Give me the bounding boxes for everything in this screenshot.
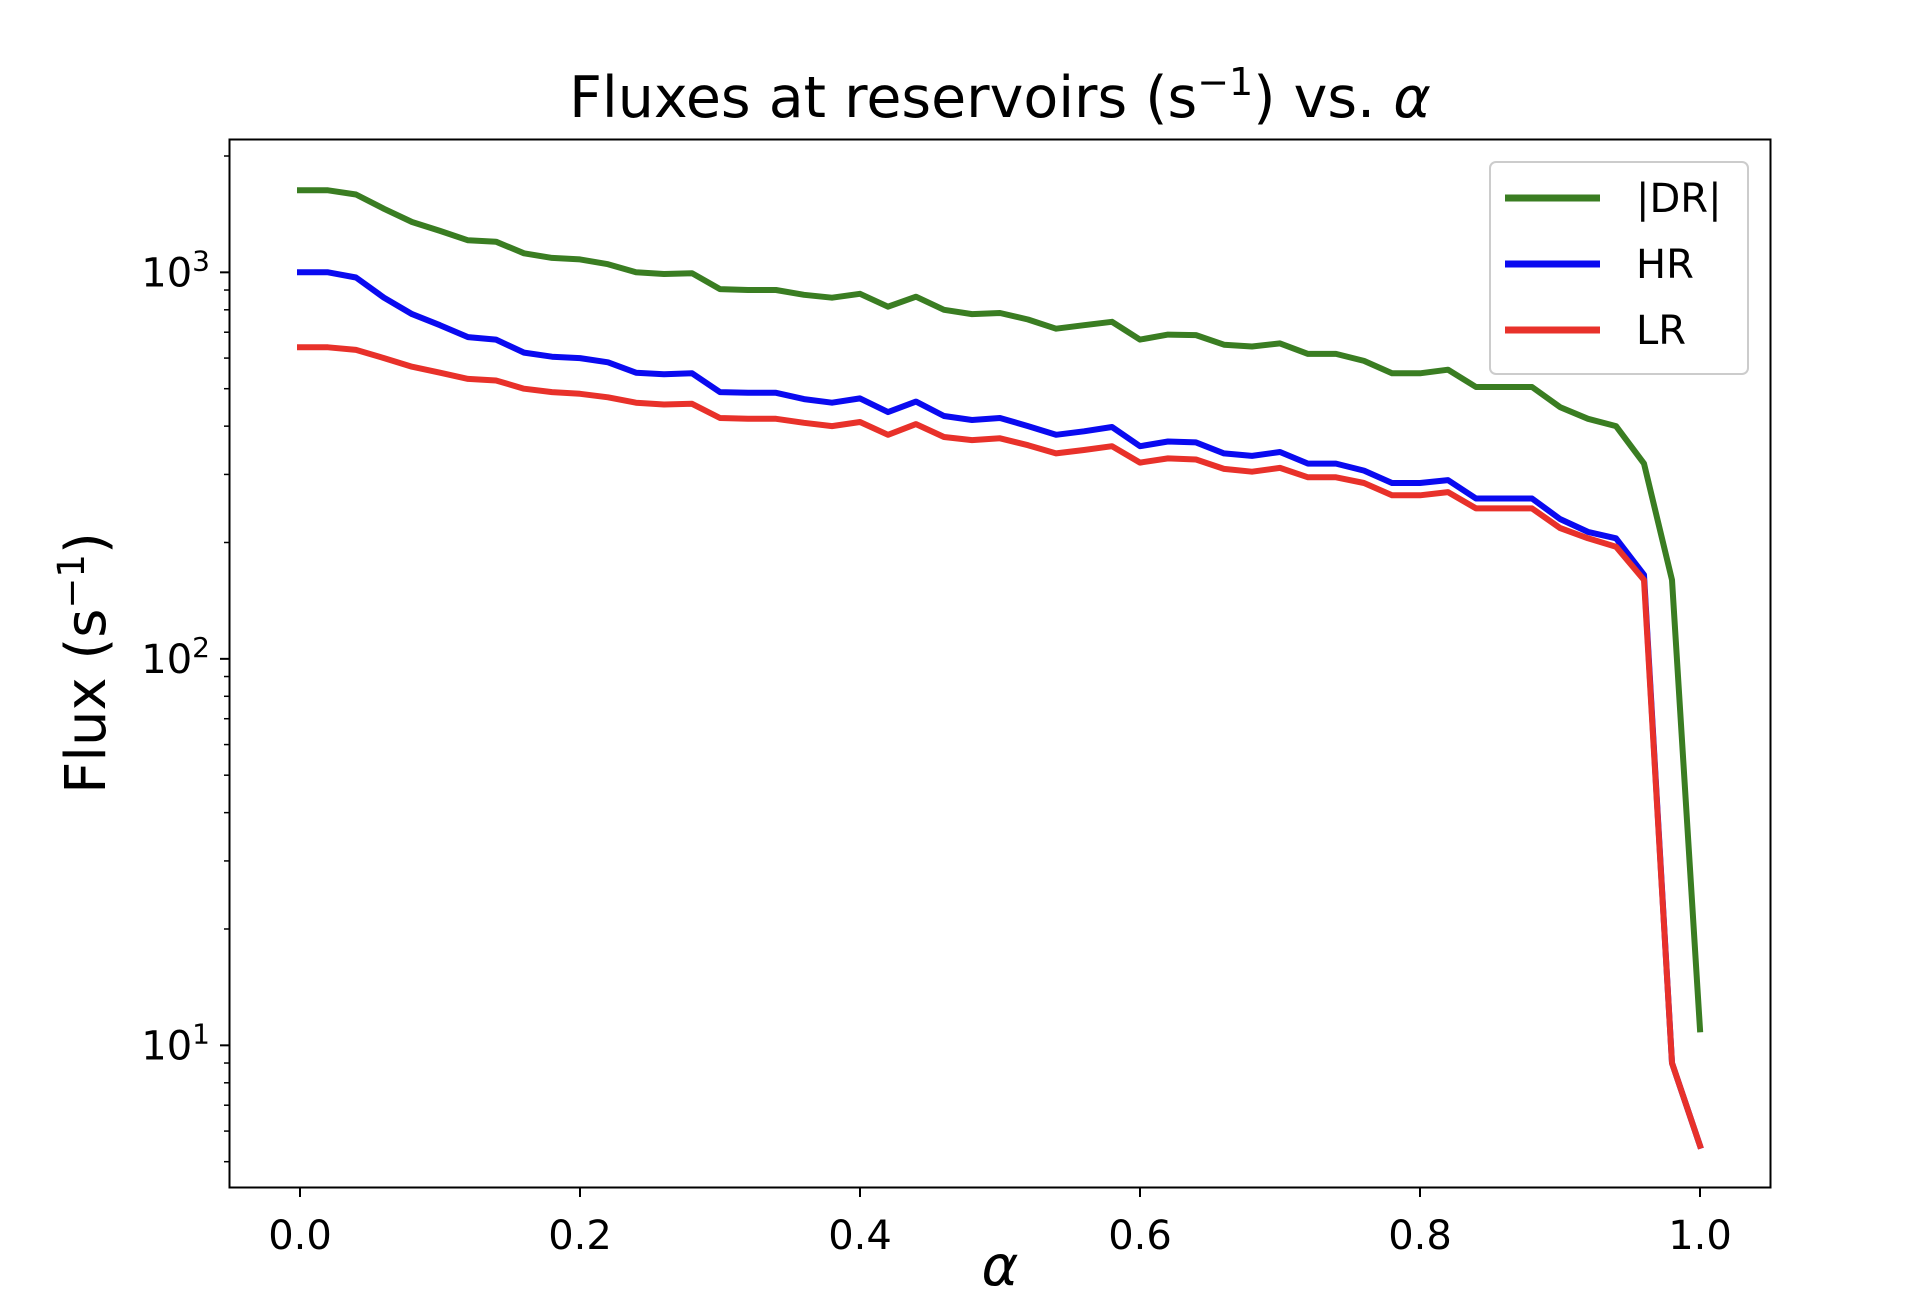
y-tick-label: 103 [141,244,210,297]
series-line-dr [297,187,1704,1033]
series-line-hr [297,269,1704,1150]
chart-title: Fluxes at reservoirs (s−1) vs. α [569,60,1431,131]
x-tick-label: 0.0 [268,1213,332,1259]
x-tick-label: 0.6 [1108,1213,1172,1259]
y-axis-title: Flux (s−1) [50,532,120,794]
y-tick-label: 101 [141,1017,210,1070]
legend-label: LR [1636,308,1686,354]
series-line-lr [297,344,1704,1150]
y-axis: 101 102 103 [141,155,230,1163]
legend-label: HR [1636,242,1694,288]
plot-frame [228,138,1772,1189]
legend-label: |DR| [1636,176,1722,222]
legend-box [1489,161,1749,375]
legend: |DR| HR LR [1489,161,1749,375]
x-tick-label: 0.4 [828,1213,892,1259]
series-layer [297,187,1704,1150]
x-tick-label: 0.2 [548,1213,612,1259]
x-tick-label: 1.0 [1668,1213,1732,1259]
y-tick-label: 102 [141,630,210,683]
x-tick-label: 0.8 [1388,1213,1452,1259]
x-axis-title: α [982,1234,1019,1299]
x-axis: 0.0 0.2 0.4 0.6 0.8 1.0 [268,1187,1732,1259]
